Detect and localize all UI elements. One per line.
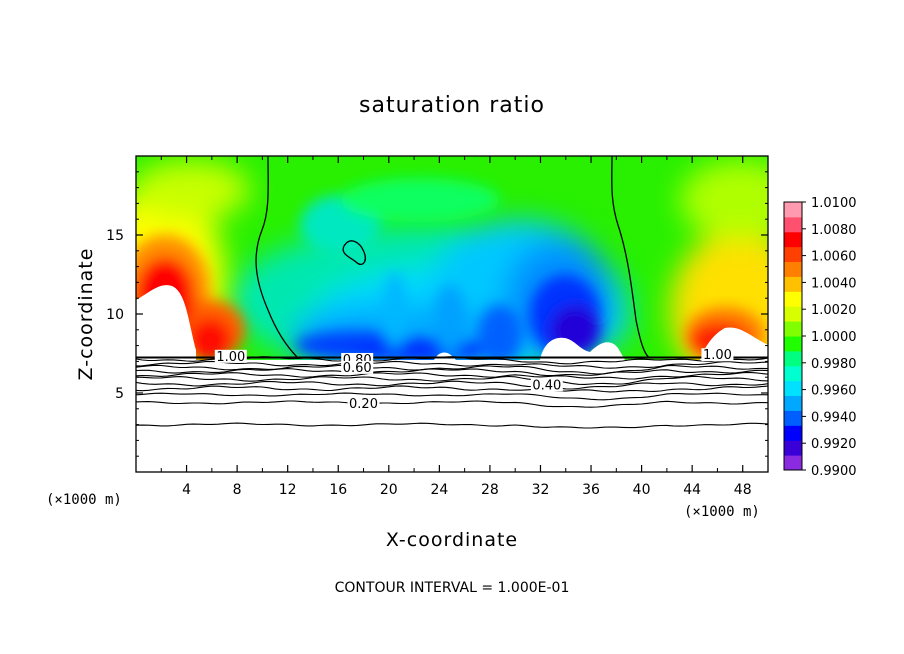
contour-label-bg	[530, 378, 563, 392]
contour-line	[136, 385, 768, 393]
colorbar-swatch	[784, 440, 802, 456]
contour-line	[136, 371, 768, 380]
contour-line	[136, 400, 768, 408]
heatmap-field	[136, 156, 768, 360]
x-tick-label: 32	[532, 482, 550, 498]
colorbar-tick-label: 0.9920	[811, 437, 857, 452]
colorbar-tick-label: 0.9940	[811, 410, 857, 425]
colorbar-swatch	[784, 410, 802, 426]
colorbar-tick-label: 0.9900	[811, 464, 857, 479]
contour-lines-upper	[255, 156, 651, 359]
contour-label-bg	[347, 397, 380, 411]
x-tick-label: 40	[633, 482, 651, 498]
colorbar-swatch	[784, 231, 802, 248]
colorbar-swatch	[784, 455, 802, 471]
x-tick-label: 44	[683, 482, 701, 498]
x-tick-label: 8	[233, 482, 242, 498]
colorbar-tick-label: 0.9980	[811, 357, 857, 372]
x-tick-label: 48	[734, 482, 752, 498]
colorbar-swatch	[784, 350, 802, 367]
colorbar-swatch	[784, 202, 802, 218]
colorbar-swatch	[784, 365, 802, 382]
y-axis-ticks: 5 10 15	[106, 171, 768, 457]
colorbar-swatch	[784, 291, 802, 307]
y-axis-label: Z-coordinate	[75, 248, 97, 381]
colorbar-tick-label: 1.0000	[811, 330, 857, 345]
contour-line-left	[255, 156, 299, 359]
contour-label: 0.60	[343, 361, 372, 376]
colorbar-swatch	[784, 216, 802, 233]
contour-labels: 1.00 1.000.800.600.400.20	[214, 348, 734, 412]
y-tick-label: 10	[106, 307, 124, 323]
x-tick-label: 36	[582, 482, 600, 498]
x-tick-label: 20	[380, 482, 398, 498]
y-tick-label: 5	[115, 386, 124, 402]
contour-line	[136, 364, 768, 375]
colorbar-tick-label: 1.0100	[811, 196, 857, 211]
colorbar-tick-label: 1.0040	[811, 276, 857, 291]
x-unit-label-left: (×1000 m)	[46, 492, 122, 508]
contour-label-bg	[214, 349, 247, 363]
contour-line	[136, 422, 768, 429]
contour-label: 1.00	[703, 348, 732, 363]
colorbar-swatch	[784, 246, 802, 263]
contour-line-right	[611, 156, 651, 359]
colorbar-tick-label: 0.9960	[811, 384, 857, 399]
contour-label: 1.00	[216, 350, 245, 365]
colorbar-tick-label: 1.0060	[811, 250, 857, 265]
colorbar-swatch	[784, 276, 802, 292]
chart-title: saturation ratio	[359, 93, 545, 118]
y-tick-label: 15	[106, 228, 124, 244]
contour-label-bg	[341, 360, 374, 374]
x-tick-label: 4	[182, 482, 191, 498]
colorbar: 1.0100 1.0080 1.0060 1.0040 1.0020 1.0000 0.99…	[783, 196, 857, 479]
colorbar-swatch	[784, 395, 802, 411]
x-tick-label: 16	[329, 482, 347, 498]
contour-line	[136, 360, 768, 369]
contour-label: 0.40	[532, 378, 561, 393]
contour-label: 0.20	[349, 397, 378, 412]
colorbar-swatch	[784, 261, 802, 277]
contour-interval-note: CONTOUR INTERVAL = 1.000E-01	[335, 580, 570, 596]
contour-line	[136, 375, 768, 385]
contour-line	[136, 380, 768, 390]
colorbar-swatch	[784, 380, 802, 397]
colorbar-tick-label: 1.0080	[811, 223, 857, 238]
colorbar-swatch	[784, 425, 802, 441]
x-tick-label: 24	[430, 482, 448, 498]
colorbar-swatch	[784, 306, 802, 322]
x-axis-ticks: 4 8 12 16 20 24 28 32 36 40 44 48	[160, 156, 752, 498]
x-tick-label: 12	[279, 482, 297, 498]
colorbar-tick-label: 1.0020	[811, 303, 857, 318]
contour-line	[136, 368, 768, 377]
contour-line	[136, 392, 768, 401]
x-unit-label-right: (×1000 m)	[684, 504, 760, 520]
contour-loop	[342, 240, 366, 266]
contour-lines-lower	[136, 356, 768, 429]
colorbar-swatch	[784, 321, 802, 337]
contour-label-bg	[701, 348, 734, 362]
colorbar-swatch	[784, 336, 802, 352]
x-tick-label: 28	[481, 482, 499, 498]
x-axis-label: X-coordinate	[386, 529, 518, 551]
